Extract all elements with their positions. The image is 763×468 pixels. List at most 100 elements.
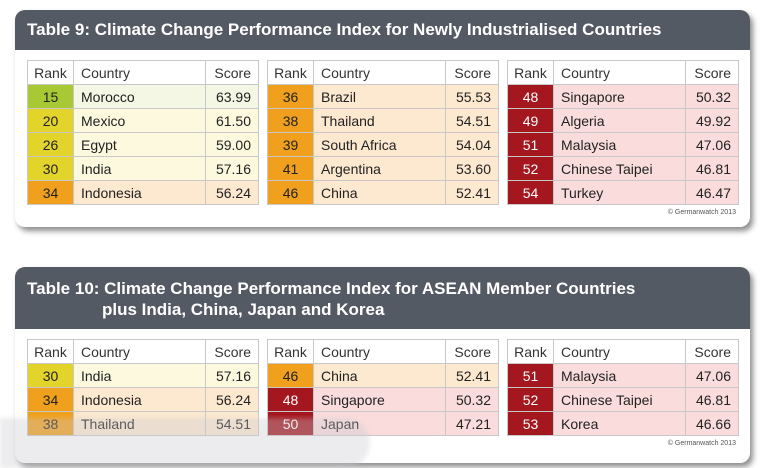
table-row: 51 Malaysia 47.06 <box>507 363 739 388</box>
score-cell: 52.41 <box>445 363 499 388</box>
country-cell: Algeria <box>553 108 686 133</box>
table-10-group-1: Rank Country Score 30 India 57.16 34 Indonesia 5… <box>27 339 259 436</box>
score-cell: 46.47 <box>685 180 739 205</box>
table-9-title: Table 9: Climate Change Performance Inde… <box>15 10 750 50</box>
rank-cell: 30 <box>27 156 74 181</box>
table-header-row: Rank Country Score <box>27 339 259 364</box>
column-header-rank: Rank <box>27 60 74 85</box>
table-9-group-3: Rank Country Score 48 Singapore 50.32 49 Algeri… <box>507 60 739 205</box>
column-header-rank: Rank <box>267 339 314 364</box>
rank-cell: 38 <box>267 108 314 133</box>
rank-cell: 26 <box>27 132 74 157</box>
table-row: 54 Turkey 46.47 <box>507 180 739 205</box>
table-row: 46 China 52.41 <box>267 180 499 205</box>
score-cell: 46.81 <box>685 156 739 181</box>
table-10-group-2: Rank Country Score 46 China 52.41 48 Singapore 5… <box>267 339 499 436</box>
rank-cell: 49 <box>507 108 554 133</box>
rank-cell: 38 <box>27 411 74 436</box>
score-cell: 57.16 <box>205 363 259 388</box>
score-cell: 52.41 <box>445 180 499 205</box>
country-cell: Japan <box>313 411 446 436</box>
score-cell: 50.32 <box>685 84 739 109</box>
table-10-card: Table 10: Climate Change Performance Ind… <box>15 267 750 463</box>
column-header-country: Country <box>313 339 446 364</box>
table-row: 52 Chinese Taipei 46.81 <box>507 156 739 181</box>
column-header-score: Score <box>205 60 259 85</box>
table-9-group-2: Rank Country Score 36 Brazil 55.53 38 Thailand 5… <box>267 60 499 205</box>
table-row: 26 Egypt 59.00 <box>27 132 259 157</box>
column-header-country: Country <box>553 60 686 85</box>
country-cell: Egypt <box>73 132 206 157</box>
column-header-country: Country <box>553 339 686 364</box>
country-cell: Chinese Taipei <box>553 387 686 412</box>
rank-cell: 48 <box>507 84 554 109</box>
table-row: 20 Mexico 61.50 <box>27 108 259 133</box>
score-cell: 59.00 <box>205 132 259 157</box>
score-cell: 47.06 <box>685 132 739 157</box>
table-header-row: Rank Country Score <box>507 339 739 364</box>
column-header-country: Country <box>313 60 446 85</box>
table-row: 41 Argentina 53.60 <box>267 156 499 181</box>
country-cell: India <box>73 156 206 181</box>
country-cell: Thailand <box>313 108 446 133</box>
column-header-score: Score <box>205 339 259 364</box>
column-header-rank: Rank <box>507 339 554 364</box>
rank-cell: 46 <box>267 180 314 205</box>
rank-cell: 50 <box>267 411 314 436</box>
table-9-group-1: Rank Country Score 15 Morocco 63.99 20 Mexico 61… <box>27 60 259 205</box>
score-cell: 57.16 <box>205 156 259 181</box>
table-10-title-line-2: plus India, China, Japan and Korea <box>102 300 385 319</box>
column-header-country: Country <box>73 60 206 85</box>
table-row: 30 India 57.16 <box>27 363 259 388</box>
country-cell: Malaysia <box>553 363 686 388</box>
rank-cell: 34 <box>27 387 74 412</box>
column-header-score: Score <box>685 60 739 85</box>
table-row: 36 Brazil 55.53 <box>267 84 499 109</box>
table-10-title-line-1: Table 10: Climate Change Performance Ind… <box>27 279 636 298</box>
country-cell: Singapore <box>553 84 686 109</box>
table-9-card: Table 9: Climate Change Performance Inde… <box>15 10 750 227</box>
rank-cell: 36 <box>267 84 314 109</box>
country-cell: Mexico <box>73 108 206 133</box>
table-10-group-3: Rank Country Score 51 Malaysia 47.06 52 Chinese… <box>507 339 739 436</box>
table-row: 38 Thailand 54.51 <box>267 108 499 133</box>
table-row: 38 Thailand 54.51 <box>27 411 259 436</box>
rank-cell: 41 <box>267 156 314 181</box>
score-cell: 63.99 <box>205 84 259 109</box>
table-row: 48 Singapore 50.32 <box>267 387 499 412</box>
score-cell: 46.81 <box>685 387 739 412</box>
table-row: 34 Indonesia 56.24 <box>27 180 259 205</box>
rank-cell: 20 <box>27 108 74 133</box>
rank-cell: 46 <box>267 363 314 388</box>
table-row: 39 South Africa 54.04 <box>267 132 499 157</box>
table-row: 52 Chinese Taipei 46.81 <box>507 387 739 412</box>
country-cell: Malaysia <box>553 132 686 157</box>
table-row: 48 Singapore 50.32 <box>507 84 739 109</box>
rank-cell: 39 <box>267 132 314 157</box>
table-row: 30 India 57.16 <box>27 156 259 181</box>
column-header-rank: Rank <box>27 339 74 364</box>
country-cell: Thailand <box>73 411 206 436</box>
rank-cell: 51 <box>507 132 554 157</box>
country-cell: Korea <box>553 411 686 436</box>
country-cell: Singapore <box>313 387 446 412</box>
copyright-note: © Germanwatch 2013 <box>667 440 736 447</box>
country-cell: China <box>313 363 446 388</box>
score-cell: 56.24 <box>205 387 259 412</box>
table-header-row: Rank Country Score <box>507 60 739 85</box>
score-cell: 47.21 <box>445 411 499 436</box>
table-row: 51 Malaysia 47.06 <box>507 132 739 157</box>
rank-cell: 51 <box>507 363 554 388</box>
score-cell: 54.51 <box>445 108 499 133</box>
country-cell: China <box>313 180 446 205</box>
table-header-row: Rank Country Score <box>267 60 499 85</box>
table-row: 53 Korea 46.66 <box>507 411 739 436</box>
score-cell: 47.06 <box>685 363 739 388</box>
country-cell: Turkey <box>553 180 686 205</box>
score-cell: 49.92 <box>685 108 739 133</box>
column-header-score: Score <box>685 339 739 364</box>
table-header-row: Rank Country Score <box>267 339 499 364</box>
score-cell: 54.04 <box>445 132 499 157</box>
column-header-country: Country <box>73 339 206 364</box>
table-row: 46 China 52.41 <box>267 363 499 388</box>
